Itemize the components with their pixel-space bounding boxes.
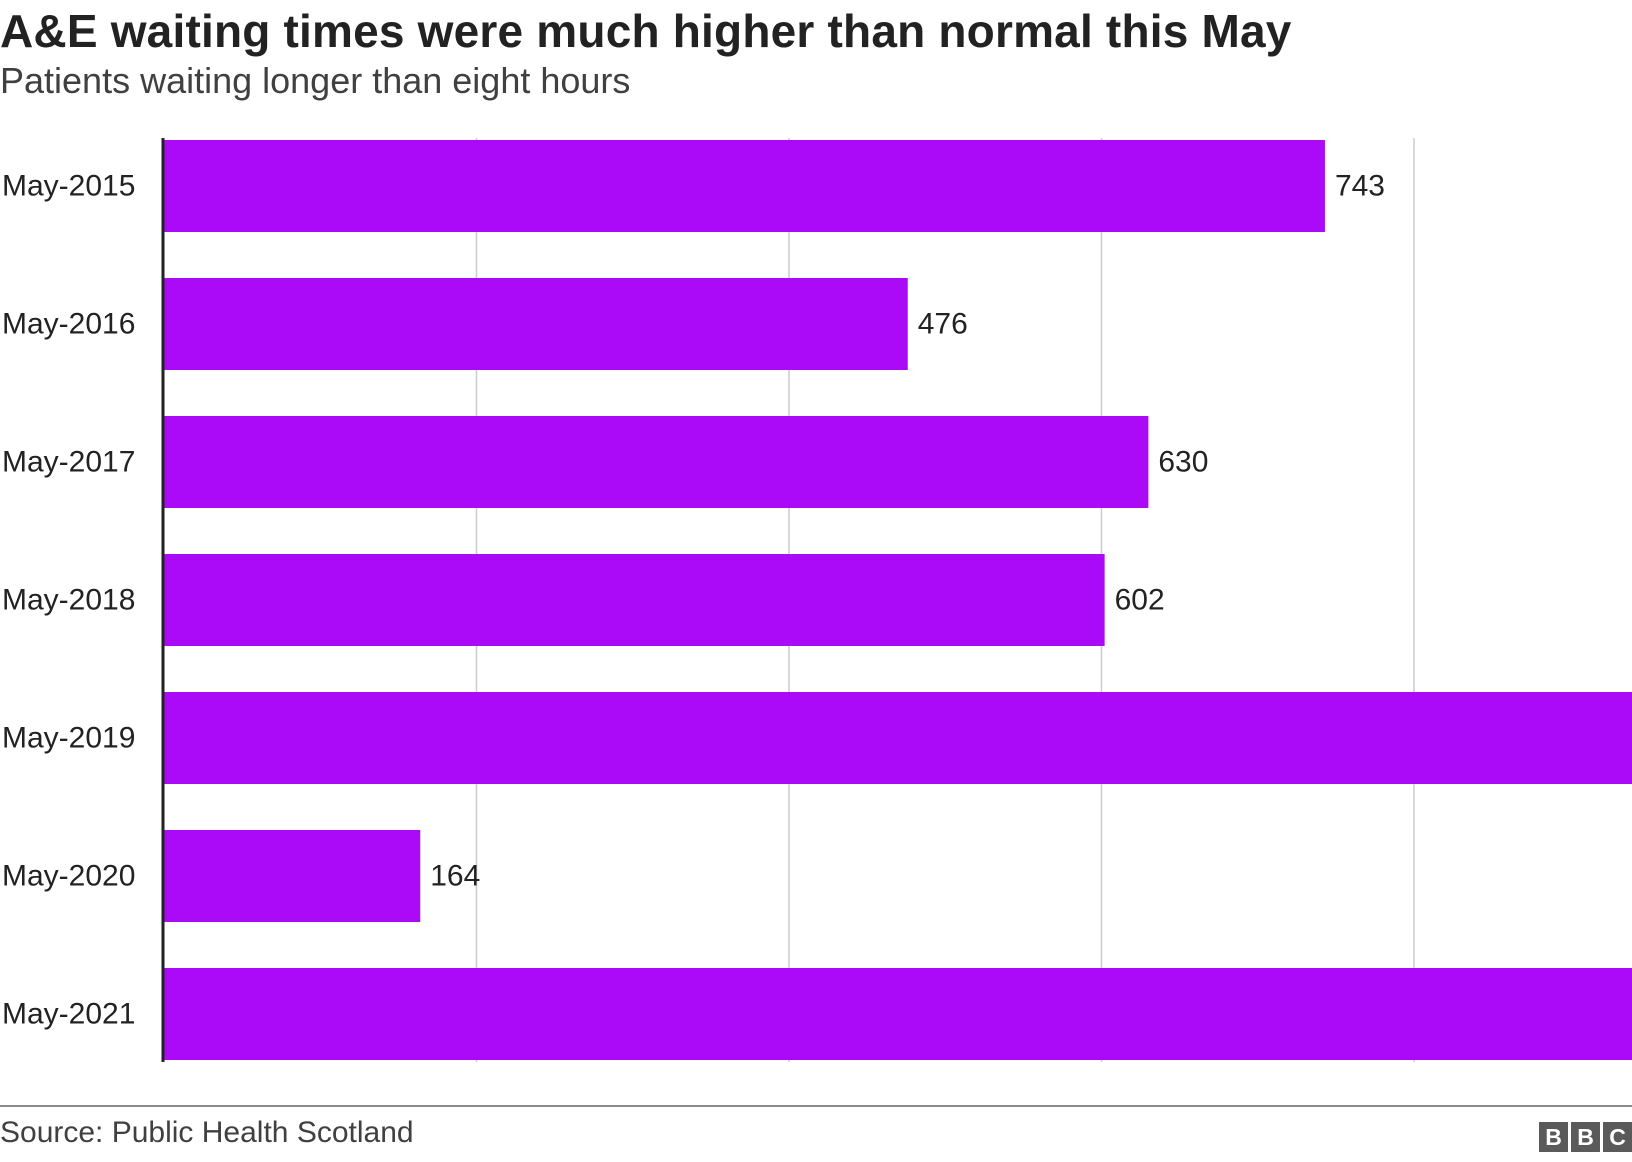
bar-may-2020 [164, 830, 421, 922]
chart-title: A&E waiting times were much higher than … [0, 5, 1292, 57]
bar-may-2019 [164, 692, 1632, 784]
logo-letter-c: C [1603, 1122, 1632, 1152]
footer-divider [0, 1105, 1632, 1107]
category-label-may-2016: May-2016 [2, 308, 135, 341]
value-label-may-2017: 630 [1158, 446, 1208, 479]
bars [164, 140, 1632, 1060]
category-labels: May-2015 May-2016 May-2017 May-2018 May-2019… [2, 170, 135, 1031]
value-label-may-2016: 476 [918, 308, 968, 341]
bar-may-2021 [164, 968, 1632, 1060]
value-label-may-2020: 164 [430, 860, 480, 893]
category-label-may-2021: May-2021 [2, 998, 135, 1031]
bar-may-2018 [164, 554, 1105, 646]
logo-letter-b2: B [1571, 1122, 1600, 1152]
category-label-may-2020: May-2020 [2, 860, 135, 893]
bar-may-2015 [164, 140, 1325, 232]
bar-may-2016 [164, 278, 908, 370]
category-label-may-2017: May-2017 [2, 446, 135, 479]
category-label-may-2015: May-2015 [2, 170, 135, 203]
chart-subtitle: Patients waiting longer than eight hours [0, 60, 631, 101]
bar-may-2017 [164, 416, 1149, 508]
category-label-may-2019: May-2019 [2, 722, 135, 755]
logo-letter-b1: B [1539, 1122, 1568, 1152]
value-label-may-2018: 602 [1115, 584, 1165, 617]
category-label-may-2018: May-2018 [2, 584, 135, 617]
source-note: Source: Public Health Scotland [0, 1116, 414, 1149]
bbc-logo: B B C [1539, 1122, 1632, 1152]
value-label-may-2015: 743 [1335, 170, 1385, 203]
